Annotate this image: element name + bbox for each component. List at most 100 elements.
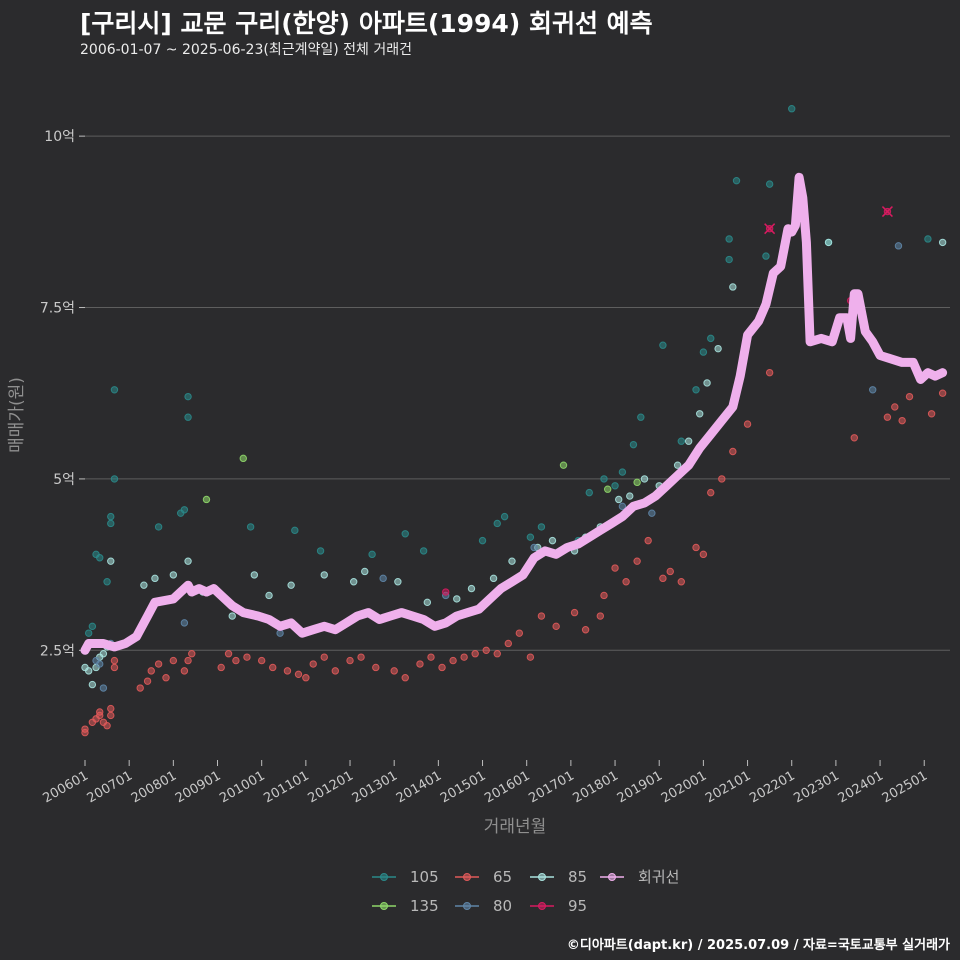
data-point-65 (596, 612, 605, 620)
data-point-65 (707, 488, 715, 497)
legend-swatch-dot (463, 902, 471, 910)
data-point-65 (294, 670, 303, 679)
data-point-65 (372, 663, 380, 672)
legend-swatch-dot (463, 873, 471, 881)
x-tick-label: 202301 (791, 768, 841, 806)
data-point-105 (707, 334, 715, 343)
data-point-65 (107, 704, 115, 713)
data-point-85 (361, 567, 369, 576)
data-point-65 (460, 653, 468, 661)
data-point-65 (401, 674, 409, 682)
data-point-105 (246, 523, 255, 531)
data-point-65 (427, 653, 435, 661)
data-point-65 (169, 656, 178, 665)
data-point-65 (81, 728, 89, 737)
data-point-105 (110, 475, 119, 483)
data-point-65 (309, 660, 317, 668)
data-point-65 (504, 639, 512, 648)
data-point-105 (96, 554, 104, 562)
data-point-80 (99, 684, 108, 692)
data-point-105 (618, 468, 627, 476)
data-point-105 (600, 475, 608, 483)
data-point-65 (692, 543, 700, 552)
data-point-105 (493, 519, 501, 528)
data-point-65 (390, 667, 398, 675)
y-tick-label: 10억 (44, 129, 75, 145)
data-point-65 (103, 722, 111, 730)
data-point-65 (110, 656, 119, 665)
data-point-85 (673, 461, 682, 469)
x-axis-label: 거래년월 (484, 817, 547, 837)
data-point-80 (869, 386, 877, 394)
data-point-135 (633, 478, 641, 487)
data-point-65 (718, 475, 726, 483)
data-point-65 (184, 656, 192, 665)
data-point-65 (644, 536, 652, 545)
data-point-80 (180, 619, 189, 627)
data-point-85 (684, 437, 693, 445)
x-tick-label: 202501 (880, 768, 930, 806)
data-point-65 (346, 656, 354, 665)
data-point-65 (217, 663, 225, 672)
data-point-105 (762, 252, 770, 260)
data-point-85 (489, 574, 498, 583)
data-point-105 (699, 348, 708, 356)
data-point-65 (449, 656, 457, 665)
data-point-65 (493, 650, 501, 658)
data-point-65 (659, 574, 667, 583)
data-point-105 (500, 512, 509, 521)
data-point-105 (184, 392, 192, 401)
data-point-85 (394, 578, 402, 586)
data-point-80 (379, 574, 387, 583)
data-point-65 (537, 612, 546, 620)
legend-label: 95 (568, 897, 587, 915)
x-tick-label: 200701 (85, 768, 135, 806)
data-point-105 (107, 519, 115, 528)
legend-label: 회귀선 (638, 868, 679, 886)
data-point-65 (471, 650, 479, 658)
data-point-65 (162, 674, 170, 682)
data-point-85 (508, 557, 516, 565)
data-point-105 (637, 413, 645, 421)
data-point-65 (257, 656, 266, 665)
x-tick-label: 201301 (350, 768, 400, 806)
cross-mark (764, 223, 776, 235)
data-point-105 (677, 437, 685, 445)
data-point-85 (265, 591, 273, 600)
x-tick-label: 200901 (173, 768, 223, 806)
data-point-65 (243, 653, 251, 661)
x-tick-label: 200601 (41, 768, 91, 806)
legend-label: 105 (410, 868, 439, 886)
x-tick-label: 201501 (438, 768, 488, 806)
data-point-105 (154, 523, 163, 531)
data-point-65 (283, 667, 292, 675)
data-point-85 (99, 650, 108, 658)
data-point-65 (622, 578, 630, 586)
chart-subtitle: 2006-01-07 ~ 2025-06-23(최근계약일) 전체 거래건 (80, 42, 412, 58)
data-point-65 (96, 711, 104, 720)
x-tick-label: 201001 (217, 768, 267, 806)
data-point-105 (725, 235, 733, 243)
data-point-65 (136, 684, 144, 692)
data-point-80 (648, 509, 656, 517)
data-point-85 (615, 495, 623, 504)
x-tick-label: 202201 (747, 768, 797, 806)
data-point-65 (232, 656, 240, 665)
data-point-65 (938, 389, 947, 397)
data-point-105 (478, 536, 487, 545)
data-point-65 (154, 660, 163, 668)
legend-swatch-dot (538, 902, 546, 910)
data-point-80 (96, 660, 104, 668)
data-point-85 (938, 238, 947, 247)
data-point-80 (894, 242, 903, 250)
data-point-65 (357, 653, 365, 661)
legend-label: 85 (568, 868, 587, 886)
data-point-65 (850, 434, 858, 442)
x-tick-label: 201901 (615, 768, 665, 806)
data-point-85 (714, 344, 722, 353)
data-point-65 (482, 646, 490, 655)
data-point-85 (467, 584, 476, 593)
x-tick-label: 201201 (306, 768, 356, 806)
data-point-85 (350, 578, 358, 586)
source-caption: ©디아파트(dapt.kr) / 2025.07.09 / 자료=국토교통부 실… (566, 938, 950, 953)
